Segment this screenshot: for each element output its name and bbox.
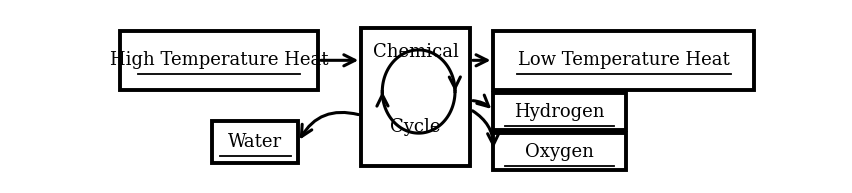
- Text: Hydrogen: Hydrogen: [514, 103, 604, 121]
- Text: Cycle: Cycle: [390, 118, 440, 136]
- Text: High Temperature Heat: High Temperature Heat: [110, 51, 328, 69]
- Text: Low Temperature Heat: Low Temperature Heat: [517, 51, 729, 69]
- Text: Oxygen: Oxygen: [525, 143, 593, 161]
- FancyBboxPatch shape: [492, 30, 754, 90]
- FancyBboxPatch shape: [212, 121, 298, 163]
- Text: Water: Water: [228, 133, 282, 151]
- Text: Chemical: Chemical: [372, 43, 458, 62]
- FancyBboxPatch shape: [360, 28, 469, 166]
- FancyBboxPatch shape: [492, 133, 625, 170]
- FancyBboxPatch shape: [492, 93, 625, 130]
- FancyBboxPatch shape: [119, 30, 318, 90]
